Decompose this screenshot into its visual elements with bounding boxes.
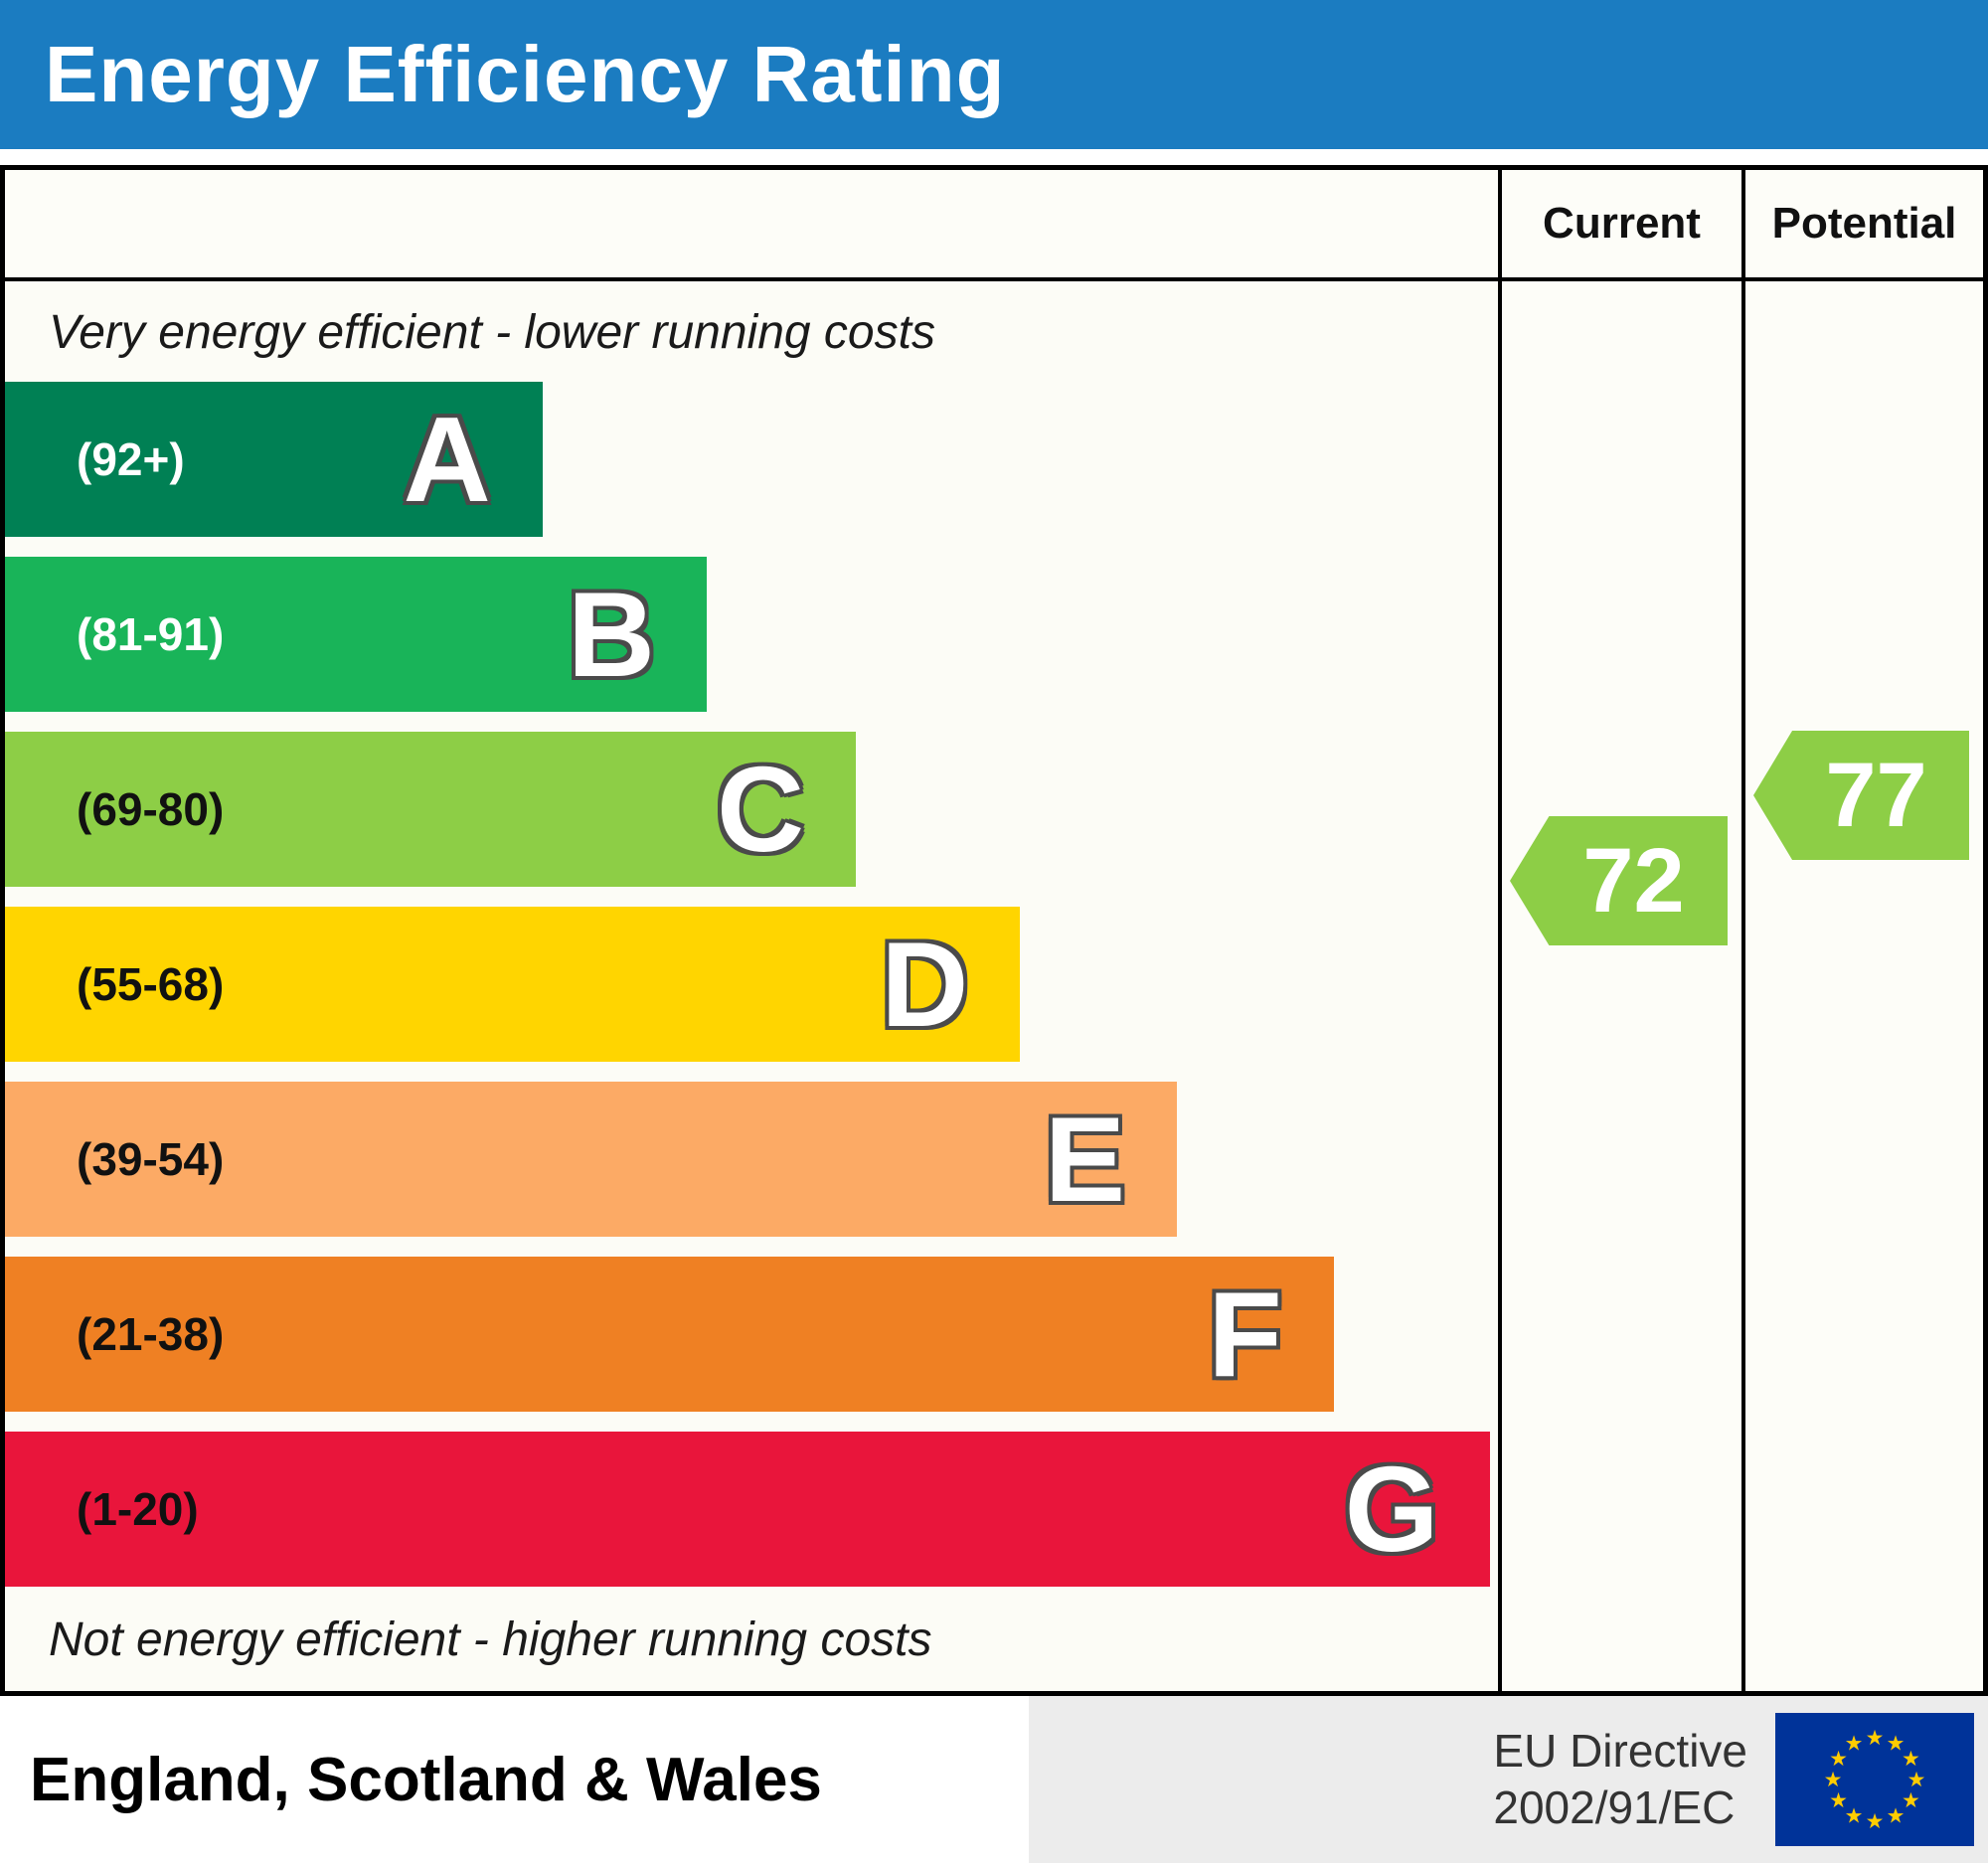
eu-directive-block: EU Directive 2002/91/EC ★ ★ ★ ★ ★ ★ ★ ★ … — [1029, 1696, 1988, 1863]
potential-column-header: Potential — [1741, 170, 1983, 277]
band-bar-f: (21-38) F — [5, 1257, 1334, 1412]
svg-text:★: ★ — [1902, 1747, 1920, 1771]
current-column: 72 — [1498, 281, 1741, 1691]
svg-text:★: ★ — [1907, 1768, 1926, 1791]
footer-region-label: England, Scotland & Wales — [30, 1745, 822, 1814]
potential-score-tag: 77 — [1753, 731, 1969, 860]
band-range-label: (21-38) — [77, 1308, 225, 1360]
band-range-label: (81-91) — [77, 608, 225, 660]
band-letter: A — [403, 392, 491, 527]
table-body: Very energy efficient - lower running co… — [5, 281, 1983, 1691]
chart-title: Energy Efficiency Rating — [45, 30, 1006, 118]
band-range-label: (1-20) — [77, 1483, 199, 1535]
bands-chart-area: Very energy efficient - lower running co… — [5, 281, 1498, 1691]
current-score-value: 72 — [1582, 829, 1685, 932]
svg-text:★: ★ — [1887, 1803, 1905, 1827]
band-range-label: (69-80) — [77, 783, 225, 835]
eu-flag-icon: ★ ★ ★ ★ ★ ★ ★ ★ ★ ★ ★ ★ — [1775, 1713, 1974, 1846]
chart-header: Energy Efficiency Rating — [0, 0, 1988, 149]
band-bar-c: (69-80) C — [5, 732, 857, 887]
eu-directive-line1: EU Directive — [1493, 1724, 1747, 1777]
band-letter: G — [1344, 1442, 1439, 1577]
band-letter: B — [567, 567, 655, 702]
band-bar-a: (92+) A — [5, 382, 543, 537]
band-range-label: (55-68) — [77, 958, 225, 1010]
footer: England, Scotland & Wales EU Directive 2… — [0, 1696, 1988, 1863]
svg-text:★: ★ — [1845, 1803, 1864, 1827]
band-bar-d: (55-68) D — [5, 907, 1021, 1062]
chart-column-header-spacer — [5, 170, 1498, 277]
band-bar-e: (39-54) E — [5, 1082, 1178, 1237]
bands-container: (92+) A (81-91) B (69-80) C (55-68) D — [5, 382, 1498, 1587]
svg-text:★: ★ — [1824, 1768, 1843, 1791]
potential-column: 77 — [1741, 281, 1983, 1691]
svg-text:★: ★ — [1866, 1726, 1885, 1750]
band-range-label: (92+) — [77, 433, 185, 485]
current-column-header: Current — [1498, 170, 1741, 277]
svg-text:★: ★ — [1866, 1809, 1885, 1833]
svg-text:★: ★ — [1829, 1747, 1848, 1771]
band-letter: C — [717, 742, 805, 877]
current-score-tag: 72 — [1510, 816, 1728, 945]
svg-text:★: ★ — [1845, 1732, 1864, 1756]
band-letter: E — [1044, 1092, 1126, 1227]
band-bar-b: (81-91) B — [5, 557, 707, 712]
bottom-caption: Not energy efficient - higher running co… — [49, 1613, 932, 1666]
band-bar-g: (1-20) G — [5, 1432, 1491, 1587]
table-header-row: Current Potential — [5, 170, 1983, 281]
svg-text:★: ★ — [1902, 1788, 1920, 1812]
band-range-label: (39-54) — [77, 1133, 225, 1185]
band-letter: F — [1208, 1267, 1282, 1402]
eu-directive-text: EU Directive 2002/91/EC — [1493, 1723, 1747, 1837]
band-letter: D — [881, 917, 969, 1052]
potential-score-value: 77 — [1825, 744, 1927, 846]
top-caption: Very energy efficient - lower running co… — [49, 306, 935, 359]
svg-text:★: ★ — [1829, 1788, 1848, 1812]
eu-directive-line2: 2002/91/EC — [1493, 1782, 1736, 1833]
rating-table: Current Potential Very energy efficient … — [0, 165, 1988, 1696]
svg-text:★: ★ — [1887, 1732, 1905, 1756]
